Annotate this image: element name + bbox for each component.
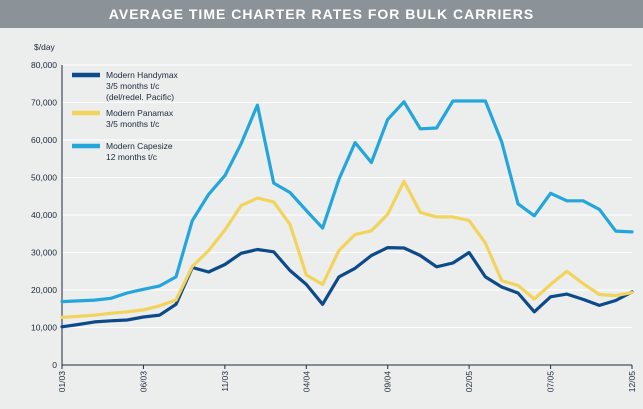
- x-tick-label: 11/03: [220, 371, 230, 392]
- x-tick-label: 07/05: [546, 371, 556, 393]
- series-lines: [60, 99, 634, 329]
- y-tick-label: 20,000: [31, 285, 57, 295]
- y-tick-label: 50,000: [31, 173, 57, 183]
- x-tick-label: 02/05: [464, 371, 474, 393]
- x-tick-label: 01/03: [57, 371, 67, 393]
- y-tick-label: 30,000: [31, 248, 57, 258]
- x-tick-label: 04/04: [301, 371, 311, 393]
- legend-label: (del/redel. Pacific): [106, 92, 174, 102]
- series-line: [60, 99, 634, 304]
- y-tick-label: 10,000: [31, 323, 57, 333]
- y-axis-label: $/day: [34, 42, 56, 52]
- gridlines: [62, 64, 632, 328]
- y-tick-label: 80,000: [31, 60, 57, 70]
- y-tick-label: 60,000: [31, 135, 57, 145]
- legend-label: 3/5 months t/c: [106, 81, 160, 91]
- y-tick-label: 40,000: [31, 210, 57, 220]
- series-line: [60, 179, 634, 319]
- chart-title: AVERAGE TIME CHARTER RATES FOR BULK CARR…: [0, 0, 643, 28]
- legend-label: 3/5 months t/c: [106, 119, 160, 129]
- y-tick-label: 70,000: [31, 98, 57, 108]
- series-line: [60, 246, 634, 329]
- x-tick-label: 09/04: [383, 371, 393, 393]
- legend-label: Modern Capesize: [106, 141, 173, 151]
- legend-label: Modern Panamax: [106, 108, 174, 118]
- legend-label: 12 months t/c: [106, 152, 158, 162]
- y-tick-labels: 0 10,000 20,000 30,000 40,000 50,000 60,000 70,…: [31, 60, 57, 370]
- x-tick-labels: 01/03 06/03 11/03 04/04 09/04 02/05 07/05 12/05: [57, 365, 637, 392]
- x-tick-label: 06/03: [138, 371, 148, 393]
- y-tick-label: 0: [52, 360, 57, 370]
- x-tick-label: 12/05: [627, 371, 637, 393]
- line-chart: 0 10,000 20,000 30,000 40,000 50,000 60,000 70,…: [31, 42, 637, 392]
- legend-label: Modern Handymax: [106, 70, 179, 80]
- axes: [61, 65, 632, 366]
